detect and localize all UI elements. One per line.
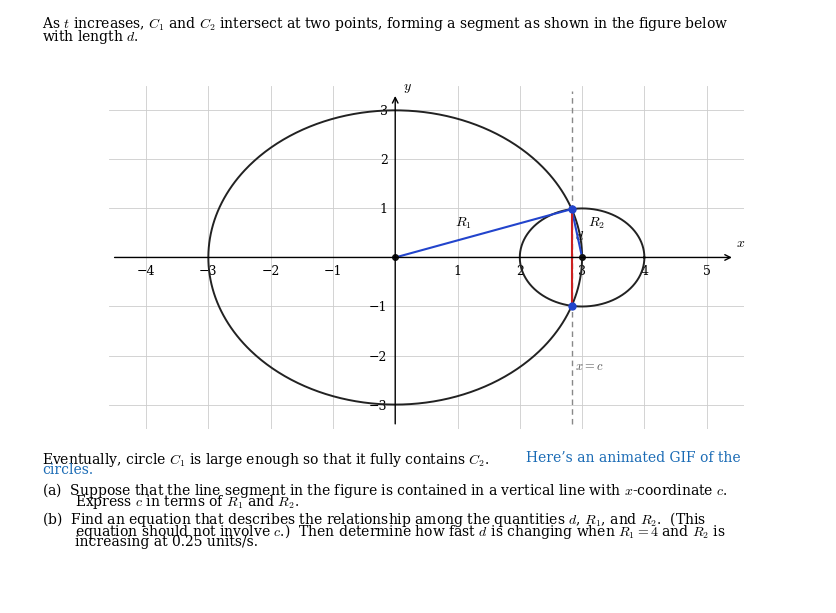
Text: $x = c$: $x = c$ [574,360,604,373]
Text: $R_1$: $R_1$ [456,216,472,232]
Text: Here’s an animated GIF of the: Here’s an animated GIF of the [526,451,741,465]
Text: circles.: circles. [42,463,93,477]
Text: (a)  Suppose that the line segment in the figure is contained in a vertical line: (a) Suppose that the line segment in the… [42,481,727,500]
Text: Eventually, circle $C_1$ is large enough so that it fully contains $C_2$.: Eventually, circle $C_1$ is large enough… [42,451,495,468]
Text: equation should not involve $c$.)  Then determine how fast $d$ is changing when : equation should not involve $c$.) Then d… [75,522,726,541]
Text: $R_2$: $R_2$ [589,216,605,232]
Text: $x$: $x$ [737,236,746,250]
Text: increasing at 0.25 units/s.: increasing at 0.25 units/s. [75,535,258,549]
Text: As $t$ increases, $C_1$ and $C_2$ intersect at two points, forming a segment as : As $t$ increases, $C_1$ and $C_2$ inters… [42,15,728,33]
Text: $d$: $d$ [574,229,584,243]
Text: Express $c$ in terms of $R_1$ and $R_2$.: Express $c$ in terms of $R_1$ and $R_2$. [75,493,299,511]
Text: (b)  Find an equation that describes the relationship among the quantities $d$, : (b) Find an equation that describes the … [42,510,706,529]
Text: $y$: $y$ [403,82,411,95]
Text: with length $d$.: with length $d$. [42,28,139,45]
